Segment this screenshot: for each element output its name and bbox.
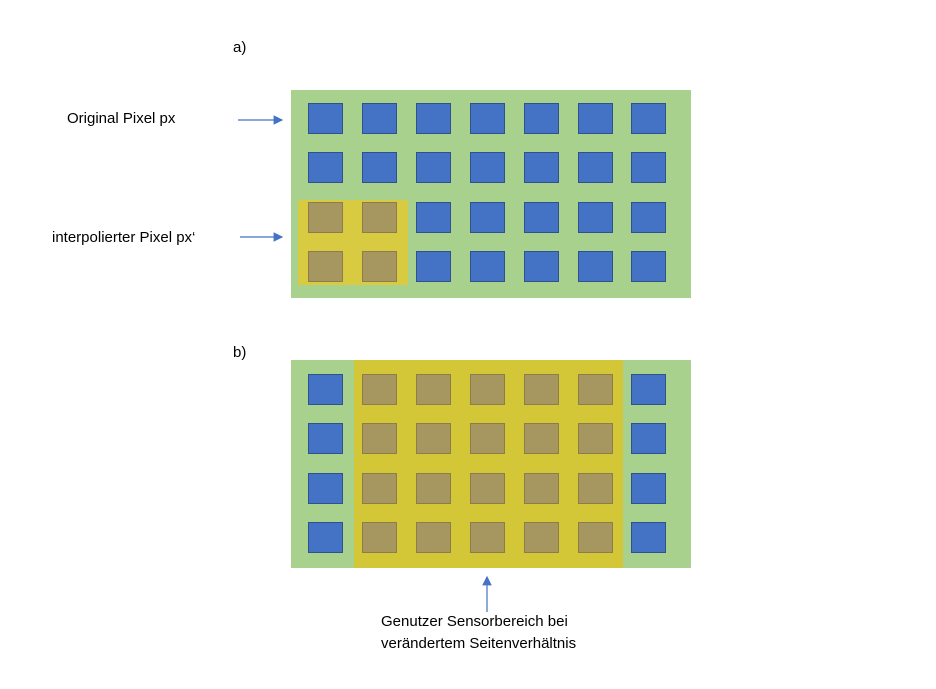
interpolated-pixel <box>470 423 505 454</box>
interpolated-pixel <box>416 374 451 405</box>
interpolated-pixel <box>416 423 451 454</box>
panel-a-tag: a) <box>233 39 247 56</box>
original-pixel <box>470 202 505 233</box>
interpolated-pixel <box>362 522 397 553</box>
interpolated-pixel <box>362 374 397 405</box>
interpolated-pixel <box>578 374 613 405</box>
original-pixel-label: Original Pixel px <box>67 110 176 127</box>
interpolated-pixel <box>470 522 505 553</box>
interpolated-pixel <box>470 473 505 504</box>
original-pixel <box>416 202 451 233</box>
original-pixel <box>631 473 666 504</box>
original-pixel <box>524 202 559 233</box>
original-pixel <box>470 251 505 282</box>
original-pixel <box>416 251 451 282</box>
used-area-caption-line1: Genutzer Sensorbereich bei <box>381 613 568 630</box>
original-pixel <box>631 152 666 183</box>
interpolated-pixel <box>362 473 397 504</box>
original-pixel <box>578 202 613 233</box>
interpolated-pixel <box>416 522 451 553</box>
original-pixel <box>578 103 613 134</box>
original-pixel <box>308 103 343 134</box>
original-pixel <box>308 522 343 553</box>
original-pixel <box>362 103 397 134</box>
interpolated-pixel <box>308 202 343 233</box>
original-pixel <box>416 152 451 183</box>
original-pixel <box>416 103 451 134</box>
interpolated-pixel <box>308 251 343 282</box>
panel-b-tag: b) <box>233 344 247 361</box>
original-pixel <box>524 152 559 183</box>
interpolated-pixel <box>362 202 397 233</box>
interpolated-pixel <box>362 251 397 282</box>
original-pixel <box>308 152 343 183</box>
original-pixel <box>631 423 666 454</box>
sensor-panel-b <box>291 360 691 568</box>
original-pixel <box>631 251 666 282</box>
interpolated-pixel <box>578 473 613 504</box>
original-pixel <box>362 152 397 183</box>
interpolated-pixel <box>524 522 559 553</box>
used-area-caption-line2: verändertem Seitenverhältnis <box>381 635 577 652</box>
original-pixel <box>524 251 559 282</box>
original-pixel <box>308 423 343 454</box>
original-pixel <box>578 251 613 282</box>
interpolated-pixel <box>524 473 559 504</box>
interpolated-pixel-label: interpolierter Pixel px‘ <box>52 229 196 246</box>
original-pixel <box>470 103 505 134</box>
interpolated-pixel <box>470 374 505 405</box>
original-pixel <box>578 152 613 183</box>
sensor-panel-a <box>291 90 691 298</box>
original-pixel <box>308 473 343 504</box>
interpolated-pixel <box>416 473 451 504</box>
original-pixel <box>470 152 505 183</box>
original-pixel <box>308 374 343 405</box>
interpolated-pixel <box>362 423 397 454</box>
original-pixel <box>631 522 666 553</box>
original-pixel <box>631 374 666 405</box>
interpolated-pixel <box>524 374 559 405</box>
original-pixel <box>524 103 559 134</box>
original-pixel <box>631 103 666 134</box>
original-pixel <box>631 202 666 233</box>
interpolated-pixel <box>524 423 559 454</box>
interpolated-pixel <box>578 522 613 553</box>
interpolated-pixel <box>578 423 613 454</box>
